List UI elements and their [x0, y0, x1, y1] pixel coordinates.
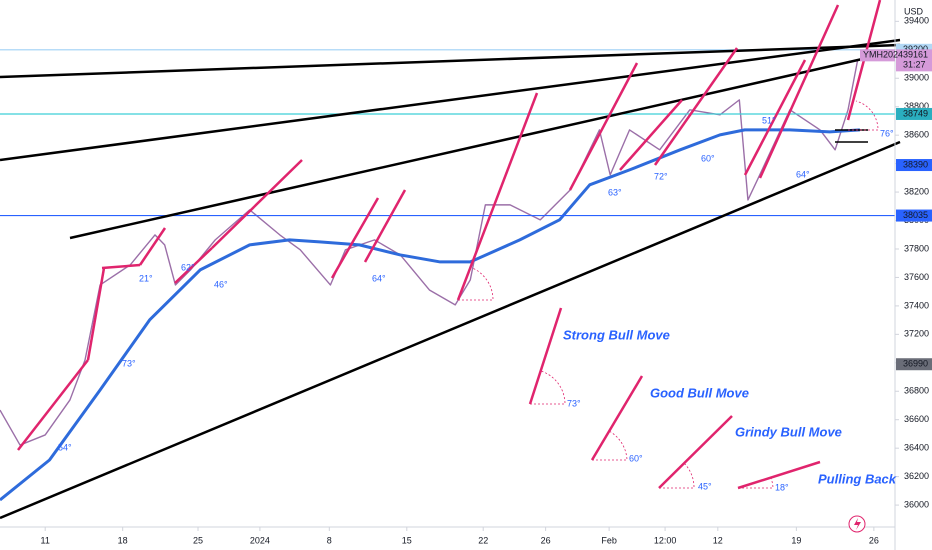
x-tick-label: 25	[193, 535, 203, 545]
price-label-box	[896, 209, 932, 222]
y-tick-label: 37200	[904, 329, 929, 339]
price-label: 39161	[903, 50, 928, 60]
move-label: Pulling Back	[818, 471, 897, 486]
ray	[86, 267, 106, 361]
x-tick-label: 26	[541, 535, 551, 545]
angle-label: 62°	[181, 262, 195, 272]
y-tick-label: 38600	[904, 130, 929, 140]
x-tick-label: 11	[41, 535, 50, 545]
y-tick-label: 37600	[904, 272, 929, 282]
y-tick-label: 36800	[904, 386, 929, 396]
price-label-box	[896, 159, 932, 172]
ray	[17, 359, 89, 451]
ray	[211, 159, 303, 249]
y-tick-label: 39400	[904, 16, 929, 26]
arc	[659, 462, 695, 489]
angle-label: 45°	[698, 481, 712, 491]
angle-label: 18°	[775, 482, 789, 492]
angle-label: 63°	[608, 187, 622, 197]
move-label: Good Bull Move	[650, 385, 749, 400]
price-label-box	[896, 358, 932, 371]
trend-lines	[0, 38, 901, 520]
y-tick-label: 37400	[904, 300, 929, 310]
angle-label: 76°	[880, 128, 894, 138]
x-tick-label: 8	[327, 535, 332, 545]
move-label: Grindy Bull Move	[735, 424, 842, 439]
angle-label: 60°	[701, 153, 715, 163]
ray	[758, 4, 840, 179]
angle-label: 73°	[567, 398, 581, 408]
x-tick-label: 19	[791, 535, 801, 545]
x-tick-label: 2024	[250, 535, 270, 545]
ray	[138, 227, 167, 266]
angle-label: 72°	[654, 171, 668, 181]
trend-line	[0, 43, 901, 79]
level-lines	[0, 49, 895, 502]
trend-line	[69, 53, 881, 240]
angle-label: 60°	[629, 453, 643, 463]
price-label: 38749	[903, 108, 928, 118]
y-tick-label: 38800	[904, 101, 929, 111]
symbol: YMH2024	[863, 50, 903, 60]
angle-label: 51°	[762, 115, 776, 125]
arc	[530, 370, 566, 405]
series-line	[0, 59, 866, 446]
x-tick-label: 18	[118, 535, 128, 545]
countdown: 31:27	[903, 60, 926, 70]
arc	[848, 100, 879, 131]
arc	[458, 266, 494, 301]
ray	[743, 59, 807, 176]
y-tick-label: 37800	[904, 243, 929, 253]
angle-label: 73°	[122, 358, 136, 368]
currency: USD	[904, 6, 924, 16]
x-tick-label: Feb	[601, 535, 617, 545]
series-line	[0, 128, 860, 502]
angle-label: 46°	[214, 279, 228, 289]
legend-ray	[590, 375, 644, 461]
ray	[330, 197, 380, 279]
x-tick-label: 12	[713, 535, 723, 545]
angle-label: 64°	[796, 169, 810, 179]
ray	[619, 99, 683, 171]
ray	[456, 92, 539, 301]
x-tick-label: 22	[478, 535, 488, 545]
trend-line	[0, 140, 901, 520]
angle-arcs	[458, 100, 879, 489]
angle-label: 54°	[58, 442, 72, 452]
arc	[738, 477, 774, 489]
y-tick-label: 38200	[904, 186, 929, 196]
y-tick-label: 36000	[904, 499, 929, 509]
price-label: 38035	[903, 210, 928, 220]
ray	[363, 189, 407, 263]
x-tick-label: 15	[402, 535, 412, 545]
y-tick-label: 36400	[904, 443, 929, 453]
y-tick-label: 36200	[904, 471, 929, 481]
lightning-glyph	[854, 518, 861, 530]
symbol-box	[860, 49, 895, 62]
angle-label: 21°	[139, 273, 153, 283]
legend-ray	[658, 415, 733, 489]
price-label-box	[896, 107, 932, 120]
price-label-box	[896, 49, 932, 72]
move-label: Strong Bull Move	[563, 327, 670, 342]
angle-rays	[17, 0, 882, 490]
x-tick-label: 26	[869, 535, 879, 545]
x-tick-label: 12:00	[654, 535, 677, 545]
arc	[592, 430, 628, 461]
ray	[101, 263, 141, 270]
price-label: 38390	[903, 159, 928, 169]
legend-ray	[737, 460, 821, 490]
ray	[568, 62, 639, 191]
trend-line	[0, 38, 901, 162]
y-tick-label: 36600	[904, 414, 929, 424]
legend-ray	[528, 307, 563, 405]
y-tick-label: 39000	[904, 73, 929, 83]
price-label: 39200	[903, 44, 928, 54]
price-label: 36990	[903, 359, 928, 369]
angle-label: 64°	[372, 273, 386, 283]
ray	[653, 47, 739, 166]
ray	[174, 247, 213, 284]
